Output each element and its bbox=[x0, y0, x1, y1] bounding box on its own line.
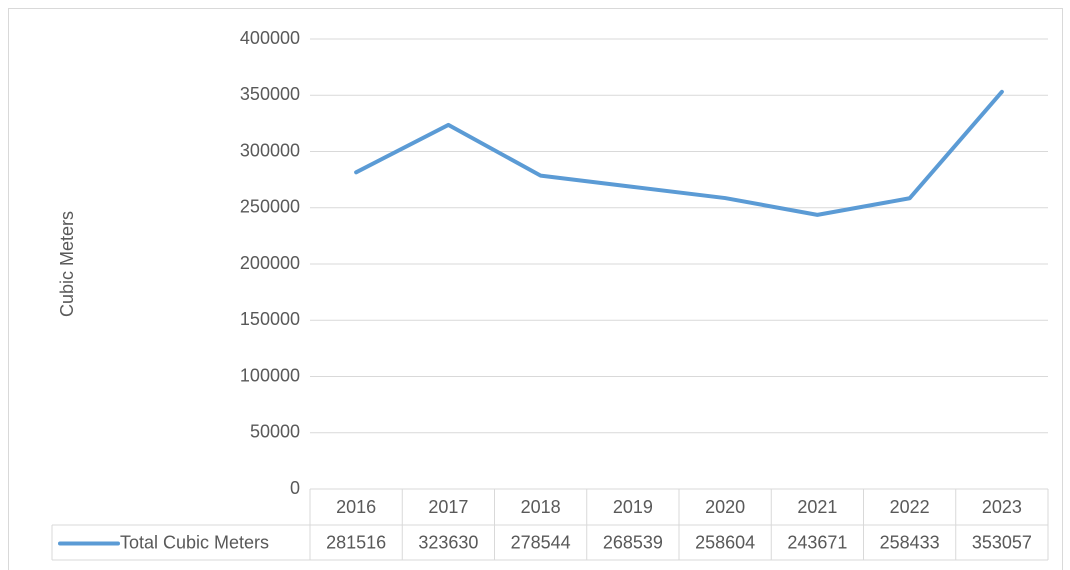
y-tick-label: 200000 bbox=[240, 253, 300, 273]
table-value: 323630 bbox=[418, 532, 478, 552]
y-tick-label: 100000 bbox=[240, 365, 300, 385]
chart-frame bbox=[8, 8, 1063, 570]
data-line bbox=[354, 89, 1004, 217]
x-tick-label: 2022 bbox=[890, 497, 930, 517]
y-tick-label: 350000 bbox=[240, 84, 300, 104]
x-tick-label: 2018 bbox=[521, 497, 561, 517]
y-tick-label: 400000 bbox=[240, 28, 300, 48]
table-value: 243671 bbox=[787, 532, 847, 552]
table-value: 353057 bbox=[972, 532, 1032, 552]
x-tick-label: 2020 bbox=[705, 497, 745, 517]
table-value: 278544 bbox=[511, 532, 571, 552]
y-tick-label: 300000 bbox=[240, 140, 300, 160]
x-tick-label: 2021 bbox=[797, 497, 837, 517]
legend-label: Total Cubic Meters bbox=[120, 532, 269, 552]
table-value: 258604 bbox=[695, 532, 755, 552]
x-tick-label: 2019 bbox=[613, 497, 653, 517]
x-tick-label: 2017 bbox=[428, 497, 468, 517]
y-axis-label: Cubic Meters bbox=[57, 211, 77, 317]
table-value: 268539 bbox=[603, 532, 663, 552]
table-value: 258433 bbox=[880, 532, 940, 552]
y-tick-label: 150000 bbox=[240, 309, 300, 329]
table-value: 281516 bbox=[326, 532, 386, 552]
x-tick-label: 2023 bbox=[982, 497, 1022, 517]
y-tick-label: 0 bbox=[290, 478, 300, 498]
x-tick-label: 2016 bbox=[336, 497, 376, 517]
y-tick-label: 250000 bbox=[240, 197, 300, 217]
y-tick-label: 50000 bbox=[250, 422, 300, 442]
